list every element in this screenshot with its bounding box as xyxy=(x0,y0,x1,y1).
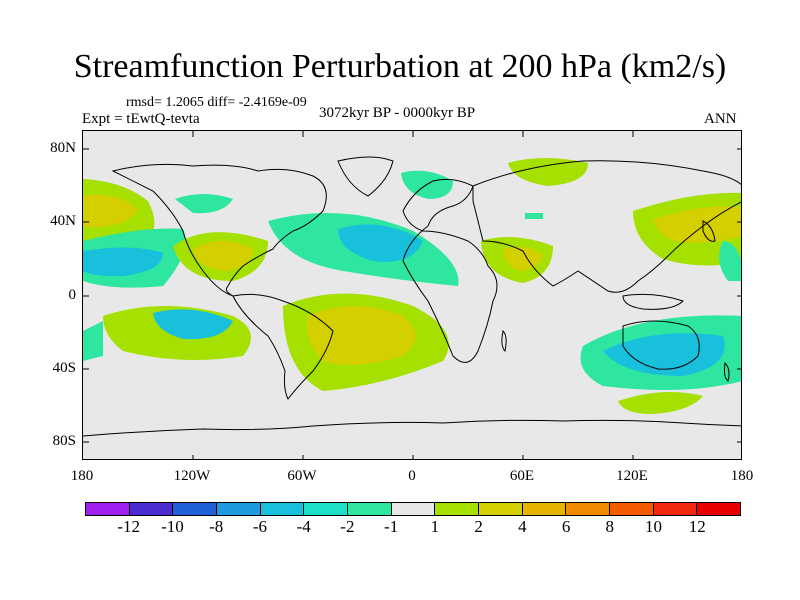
colorbar-cell xyxy=(391,503,436,515)
colorbar-cell xyxy=(610,503,654,515)
colorbar-cell xyxy=(129,503,174,515)
lon-label-120e: 120E xyxy=(616,468,648,484)
region-n-atlantic-core xyxy=(338,224,423,262)
colorbar-cell xyxy=(348,503,392,515)
colorbar-cell xyxy=(653,503,698,515)
colorbar-cell xyxy=(697,503,741,515)
stats-text: rmsd= 1.2065 diff= -2.4169e-09 xyxy=(126,95,307,110)
colorbar-cell xyxy=(304,503,349,515)
lat-label-80s: 80S xyxy=(52,433,76,449)
colorbar-label: -1 xyxy=(384,517,399,536)
experiment-text: Expt = tEwtQ-tevta xyxy=(82,111,200,127)
region-central-america-core xyxy=(193,241,253,271)
lon-label-120w: 120W xyxy=(173,468,211,484)
colorbar-label: -8 xyxy=(209,517,224,536)
region-e-pacific-core xyxy=(83,247,163,277)
colorbar-label: 8 xyxy=(605,517,615,536)
map-svg xyxy=(83,131,741,459)
lat-label-40s: 40S xyxy=(52,360,76,376)
region-nw-blob xyxy=(175,194,233,214)
colorbar-label: 6 xyxy=(561,517,571,536)
lat-label-40n: 40N xyxy=(50,213,76,229)
colorbar-cell xyxy=(435,503,480,515)
region-siberia xyxy=(508,158,588,186)
axis-ticks xyxy=(83,131,741,459)
colorbar-cell xyxy=(566,503,611,515)
colorbar-cell xyxy=(86,503,130,515)
lat-label-80n: 80N xyxy=(50,140,76,156)
lon-label-60w: 60W xyxy=(287,468,317,484)
region-mideast-small xyxy=(525,213,543,219)
lon-label-0: 0 xyxy=(408,468,416,484)
region-s-america-core xyxy=(307,306,416,365)
colorbar-cell xyxy=(173,503,218,515)
colorbar xyxy=(85,502,741,516)
period-text: 3072kyr BP - 0000kyr BP xyxy=(319,105,476,121)
region-s-pacific-core xyxy=(153,309,233,340)
map-plot-area xyxy=(82,130,742,460)
contour-regions xyxy=(83,158,741,414)
lat-label-0: 0 xyxy=(68,287,77,303)
colorbar-label: -6 xyxy=(252,517,267,536)
lon-label-180e: 180 xyxy=(730,468,754,484)
colorbar-label: 4 xyxy=(518,517,527,536)
colorbar-label: 12 xyxy=(688,517,706,536)
colorbar-cell xyxy=(260,503,305,515)
lon-label-180w: 180 xyxy=(70,468,94,484)
region-far-right xyxy=(719,241,741,281)
region-southern-ocean xyxy=(618,392,703,414)
lon-label-60e: 60E xyxy=(509,468,535,484)
coastlines xyxy=(83,156,741,437)
region-australia-core xyxy=(603,333,725,376)
colorbar-cell xyxy=(479,503,523,515)
colorbar-label: -2 xyxy=(340,517,355,536)
colorbar-label: -10 xyxy=(161,517,184,536)
colorbar-label: 2 xyxy=(474,517,483,536)
colorbar-label: 10 xyxy=(645,517,663,536)
colorbar-label: 1 xyxy=(430,517,440,536)
region-s-pacific-light xyxy=(83,321,103,361)
colorbar-cell xyxy=(522,503,567,515)
colorbar-cell xyxy=(217,503,261,515)
colorbar-label: -12 xyxy=(117,517,141,536)
season-text: ANN xyxy=(704,111,737,127)
region-ne-pacific-core xyxy=(83,194,138,228)
chart-title: Streamfunction Perturbation at 200 hPa (… xyxy=(73,48,727,85)
region-middle-east-core xyxy=(503,247,543,271)
colorbar-label: -4 xyxy=(296,517,311,536)
